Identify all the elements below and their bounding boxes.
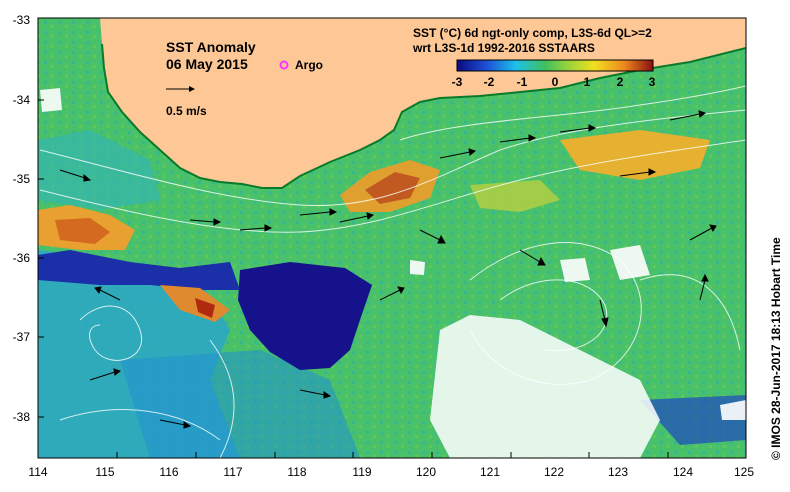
arrow: [299, 389, 332, 399]
colorbar-tick: 2: [617, 75, 624, 89]
colorbar-tick: -3: [452, 75, 463, 89]
cold-strip-east: [640, 395, 746, 445]
velocity-scale: 0.5 m/s: [166, 86, 207, 118]
map-date: 06 May 2015: [166, 56, 248, 72]
warm-core-west: [55, 218, 110, 244]
colorbar-tick: 1: [584, 75, 591, 89]
arrow: [689, 224, 717, 241]
x-tick: 115: [95, 465, 114, 479]
arrow: [699, 273, 709, 301]
warm-core-south: [195, 298, 215, 318]
y-tick: -34: [13, 93, 31, 107]
colorbar-tick: 3: [649, 75, 656, 89]
scale-label: 0.5 m/s: [166, 104, 207, 118]
arrow: [519, 249, 546, 266]
arrow: [189, 218, 222, 226]
cool-water-south: [120, 350, 360, 458]
velocity-arrows: [59, 110, 717, 429]
colorbar-tick: -1: [517, 75, 528, 89]
x-tick: 120: [416, 465, 436, 479]
arrow: [59, 169, 92, 182]
arrow: [669, 110, 707, 121]
warm-patch-east: [560, 130, 710, 180]
y-tick: -38: [13, 410, 31, 424]
no-data-region: [430, 315, 660, 458]
cool-water-west: [38, 130, 160, 210]
yellow-patch-east: [470, 180, 560, 212]
arrow: [379, 286, 405, 301]
arrow: [299, 208, 338, 216]
y-tick: -33: [13, 13, 31, 27]
colorbar-tick: -2: [484, 75, 495, 89]
arrow: [419, 229, 446, 244]
arrow: [159, 419, 192, 429]
arrow: [619, 168, 657, 177]
y-tick: -36: [13, 251, 31, 265]
x-tick: 114: [28, 465, 47, 479]
colorbar-tick: 0: [552, 75, 559, 89]
arrow: [599, 299, 609, 328]
arrow: [94, 286, 121, 301]
x-tick: 121: [480, 465, 500, 479]
coastline: [101, 43, 746, 189]
y-tick: -35: [13, 172, 31, 186]
credit-text: © IMOS 28-Jun-2017 18:13 Hobart Time: [769, 237, 783, 460]
arrow: [339, 212, 375, 223]
map-title: SST Anomaly: [166, 39, 256, 55]
arrow: [559, 124, 597, 133]
x-axis-labels: 114 115 116 117 118 119 120 121 122 123 …: [28, 465, 754, 479]
plot-frame: [37, 17, 747, 459]
arrow: [239, 224, 273, 232]
x-tick: 122: [544, 465, 564, 479]
tick-marks: [37, 17, 669, 458]
arrow: [89, 368, 122, 381]
x-tick: 116: [159, 465, 178, 479]
warm-core-leeuwin: [365, 172, 420, 204]
scale-arrow-head: [189, 86, 195, 92]
cold-band: [38, 250, 240, 290]
x-tick: 124: [673, 465, 693, 479]
x-tick: 118: [287, 465, 306, 479]
arrow: [439, 148, 477, 159]
argo-marker-icon: [279, 60, 289, 70]
x-tick: 119: [352, 465, 371, 479]
x-tick: 117: [223, 465, 242, 479]
product-line-2: wrt L3S-1d 1992-2016 SSTAARS: [412, 41, 595, 55]
argo-label: Argo: [295, 58, 323, 72]
streamlines: [39, 85, 746, 458]
argo-legend: Argo: [279, 58, 323, 72]
product-line-1: SST (°C) 6d ngt-only comp, L3S-6d QL>=2: [413, 26, 652, 40]
colorbar: -3 -2 -1 0 1 2 3: [452, 59, 656, 89]
x-tick: 123: [608, 465, 628, 479]
plot-area: [38, 18, 746, 458]
y-axis-labels: -33 -34 -35 -36 -37 -38: [13, 13, 31, 424]
arrow: [499, 134, 537, 143]
cold-eddy: [238, 262, 372, 370]
y-tick: -37: [13, 330, 31, 344]
x-tick: 125: [734, 465, 754, 479]
colorbar-gradient: [456, 59, 654, 72]
